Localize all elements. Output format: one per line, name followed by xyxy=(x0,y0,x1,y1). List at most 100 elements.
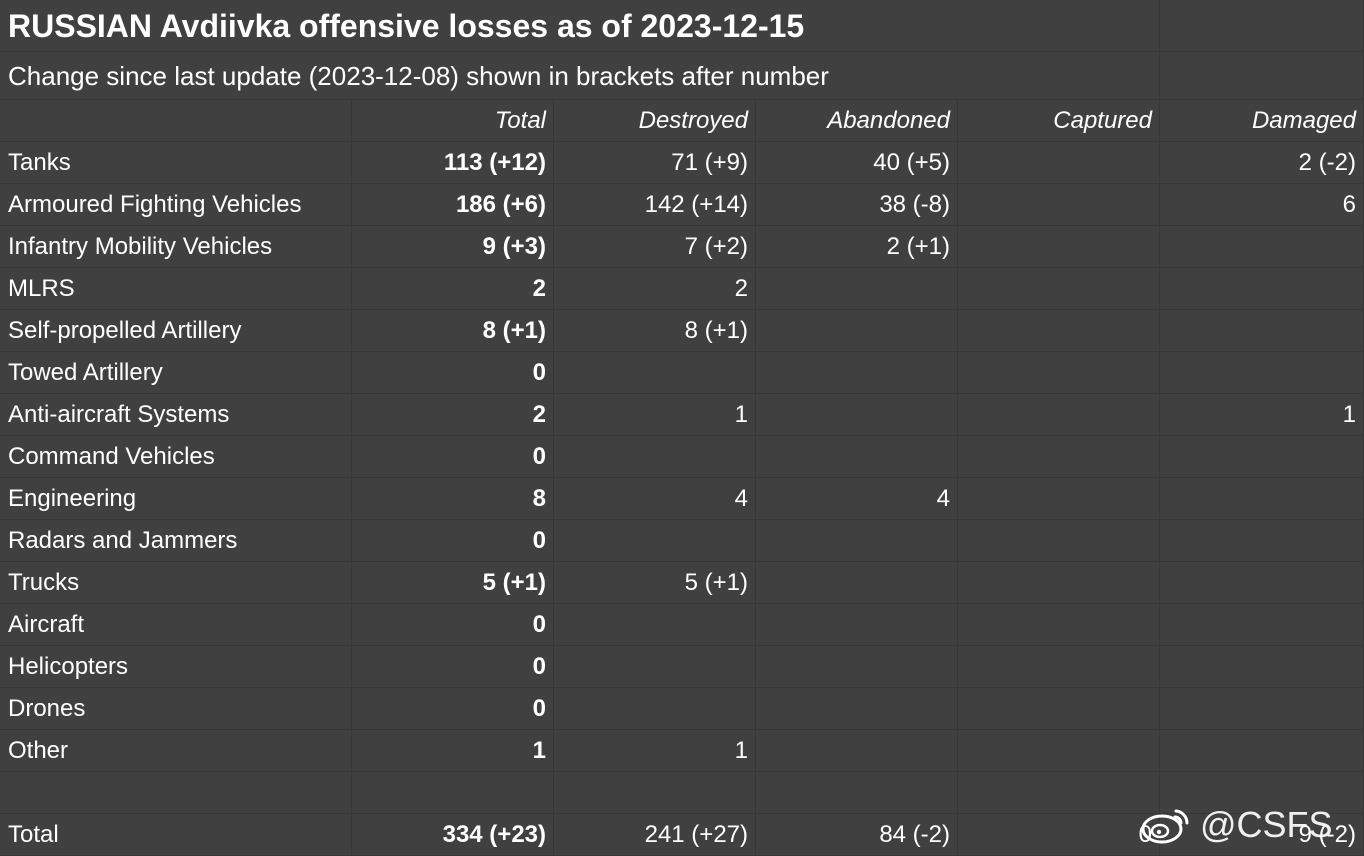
value-cell-damaged[interactable] xyxy=(1160,352,1364,394)
value-cell-damaged[interactable] xyxy=(1160,310,1364,352)
column-header-damaged[interactable]: Damaged xyxy=(1160,100,1364,142)
value-cell-captured[interactable] xyxy=(958,772,1160,814)
value-cell-abandoned[interactable]: 40 (+5) xyxy=(756,142,958,184)
value-cell-destroyed[interactable] xyxy=(554,520,756,562)
value-cell-destroyed[interactable]: 71 (+9) xyxy=(554,142,756,184)
value-cell-captured[interactable] xyxy=(958,604,1160,646)
value-cell-total[interactable]: 0 xyxy=(352,520,554,562)
value-cell-captured[interactable] xyxy=(958,688,1160,730)
value-cell-damaged[interactable] xyxy=(1160,730,1364,772)
row-label-cell[interactable] xyxy=(0,772,352,814)
value-cell-total[interactable]: 2 xyxy=(352,268,554,310)
column-header-total[interactable]: Total xyxy=(352,100,554,142)
value-cell-destroyed[interactable] xyxy=(554,646,756,688)
value-cell-captured[interactable] xyxy=(958,730,1160,772)
row-label-cell[interactable]: Towed Artillery xyxy=(0,352,352,394)
value-cell-destroyed[interactable]: 8 (+1) xyxy=(554,310,756,352)
value-cell-destroyed[interactable]: 1 xyxy=(554,730,756,772)
value-cell-abandoned[interactable] xyxy=(756,352,958,394)
value-cell-abandoned[interactable]: 4 xyxy=(756,478,958,520)
value-cell-abandoned[interactable]: 2 (+1) xyxy=(756,226,958,268)
value-cell-total[interactable]: 0 xyxy=(352,688,554,730)
value-cell-captured[interactable] xyxy=(958,142,1160,184)
value-cell-damaged[interactable] xyxy=(1160,646,1364,688)
value-cell-captured[interactable] xyxy=(958,436,1160,478)
row-label-cell[interactable]: Helicopters xyxy=(0,646,352,688)
row-label-cell[interactable]: Radars and Jammers xyxy=(0,520,352,562)
value-cell-captured[interactable] xyxy=(958,478,1160,520)
row-label-cell[interactable]: Armoured Fighting Vehicles xyxy=(0,184,352,226)
value-cell-captured[interactable] xyxy=(958,394,1160,436)
value-cell-total[interactable] xyxy=(352,772,554,814)
value-cell-total[interactable]: 0 xyxy=(352,604,554,646)
value-cell-captured[interactable] xyxy=(958,184,1160,226)
value-cell-captured[interactable] xyxy=(958,310,1160,352)
value-cell-total[interactable]: 2 xyxy=(352,394,554,436)
column-header-destroyed[interactable]: Destroyed xyxy=(554,100,756,142)
value-cell-abandoned[interactable] xyxy=(756,730,958,772)
value-cell-abandoned[interactable] xyxy=(756,310,958,352)
value-cell-total[interactable]: 0 xyxy=(352,646,554,688)
value-cell-total[interactable]: 334 (+23) xyxy=(352,814,554,856)
value-cell-destroyed[interactable]: 5 (+1) xyxy=(554,562,756,604)
value-cell-abandoned[interactable] xyxy=(756,688,958,730)
value-cell-captured[interactable] xyxy=(958,646,1160,688)
row-label-cell[interactable]: Engineering xyxy=(0,478,352,520)
row-label-cell[interactable]: Trucks xyxy=(0,562,352,604)
value-cell-abandoned[interactable]: 38 (-8) xyxy=(756,184,958,226)
value-cell-destroyed[interactable] xyxy=(554,604,756,646)
value-cell-total[interactable]: 1 xyxy=(352,730,554,772)
value-cell-total[interactable]: 186 (+6) xyxy=(352,184,554,226)
value-cell-captured[interactable] xyxy=(958,562,1160,604)
row-label-cell[interactable]: Total xyxy=(0,814,352,856)
value-cell-total[interactable]: 113 (+12) xyxy=(352,142,554,184)
value-cell-destroyed[interactable] xyxy=(554,436,756,478)
value-cell-destroyed[interactable]: 4 xyxy=(554,478,756,520)
column-header-blank[interactable] xyxy=(0,100,352,142)
value-cell-destroyed[interactable]: 1 xyxy=(554,394,756,436)
row-label-cell[interactable]: Aircraft xyxy=(0,604,352,646)
sheet-subtitle[interactable]: Change since last update (2023-12-08) sh… xyxy=(0,52,1160,100)
column-header-abandoned[interactable]: Abandoned xyxy=(756,100,958,142)
row-label-cell[interactable]: Anti-aircraft Systems xyxy=(0,394,352,436)
value-cell-abandoned[interactable] xyxy=(756,436,958,478)
value-cell-total[interactable]: 9 (+3) xyxy=(352,226,554,268)
value-cell-captured[interactable] xyxy=(958,226,1160,268)
value-cell-captured[interactable] xyxy=(958,352,1160,394)
value-cell-total[interactable]: 8 (+1) xyxy=(352,310,554,352)
empty-cell[interactable] xyxy=(1160,52,1364,100)
value-cell-damaged[interactable] xyxy=(1160,562,1364,604)
value-cell-destroyed[interactable] xyxy=(554,772,756,814)
value-cell-damaged[interactable] xyxy=(1160,436,1364,478)
row-label-cell[interactable]: Other xyxy=(0,730,352,772)
value-cell-damaged[interactable] xyxy=(1160,226,1364,268)
value-cell-abandoned[interactable]: 84 (-2) xyxy=(756,814,958,856)
empty-cell[interactable] xyxy=(1160,0,1364,52)
row-label-cell[interactable]: Tanks xyxy=(0,142,352,184)
value-cell-abandoned[interactable] xyxy=(756,646,958,688)
value-cell-captured[interactable]: 0 xyxy=(958,814,1160,856)
value-cell-total[interactable]: 8 xyxy=(352,478,554,520)
value-cell-damaged[interactable] xyxy=(1160,520,1364,562)
sheet-title[interactable]: RUSSIAN Avdiivka offensive losses as of … xyxy=(0,0,1160,52)
value-cell-destroyed[interactable]: 2 xyxy=(554,268,756,310)
row-label-cell[interactable]: Command Vehicles xyxy=(0,436,352,478)
value-cell-abandoned[interactable] xyxy=(756,772,958,814)
column-header-captured[interactable]: Captured xyxy=(958,100,1160,142)
value-cell-damaged[interactable] xyxy=(1160,478,1364,520)
value-cell-abandoned[interactable] xyxy=(756,520,958,562)
value-cell-damaged[interactable] xyxy=(1160,688,1364,730)
value-cell-captured[interactable] xyxy=(958,268,1160,310)
value-cell-total[interactable]: 5 (+1) xyxy=(352,562,554,604)
value-cell-captured[interactable] xyxy=(958,520,1160,562)
value-cell-abandoned[interactable] xyxy=(756,268,958,310)
value-cell-damaged[interactable]: 1 xyxy=(1160,394,1364,436)
value-cell-destroyed[interactable]: 241 (+27) xyxy=(554,814,756,856)
row-label-cell[interactable]: Drones xyxy=(0,688,352,730)
value-cell-abandoned[interactable] xyxy=(756,604,958,646)
value-cell-damaged[interactable] xyxy=(1160,772,1364,814)
value-cell-total[interactable]: 0 xyxy=(352,352,554,394)
value-cell-damaged[interactable] xyxy=(1160,268,1364,310)
value-cell-destroyed[interactable]: 7 (+2) xyxy=(554,226,756,268)
row-label-cell[interactable]: MLRS xyxy=(0,268,352,310)
